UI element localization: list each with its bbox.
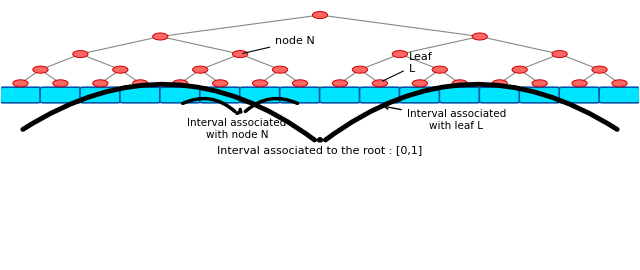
FancyBboxPatch shape bbox=[319, 87, 360, 103]
Text: Interval associated
with leaf L: Interval associated with leaf L bbox=[384, 105, 506, 131]
FancyBboxPatch shape bbox=[40, 87, 81, 103]
Ellipse shape bbox=[592, 66, 607, 73]
Ellipse shape bbox=[173, 80, 188, 87]
Ellipse shape bbox=[532, 80, 547, 87]
Ellipse shape bbox=[273, 66, 288, 73]
Ellipse shape bbox=[93, 80, 108, 87]
Text: node N: node N bbox=[243, 36, 315, 53]
Ellipse shape bbox=[452, 80, 467, 87]
Text: Interval associated to the root : [0,1]: Interval associated to the root : [0,1] bbox=[218, 146, 422, 156]
Ellipse shape bbox=[232, 50, 248, 58]
Ellipse shape bbox=[352, 66, 367, 73]
Ellipse shape bbox=[492, 80, 508, 87]
FancyBboxPatch shape bbox=[200, 87, 241, 103]
FancyBboxPatch shape bbox=[519, 87, 560, 103]
Ellipse shape bbox=[212, 80, 228, 87]
Ellipse shape bbox=[73, 50, 88, 58]
FancyBboxPatch shape bbox=[479, 87, 520, 103]
Ellipse shape bbox=[13, 80, 28, 87]
Ellipse shape bbox=[392, 50, 408, 58]
Ellipse shape bbox=[152, 33, 168, 40]
Ellipse shape bbox=[52, 80, 68, 87]
Ellipse shape bbox=[412, 80, 428, 87]
Ellipse shape bbox=[292, 80, 308, 87]
FancyBboxPatch shape bbox=[399, 87, 440, 103]
FancyBboxPatch shape bbox=[0, 87, 41, 103]
Ellipse shape bbox=[512, 66, 527, 73]
Ellipse shape bbox=[132, 80, 148, 87]
Text: Leaf
L: Leaf L bbox=[383, 52, 433, 81]
FancyBboxPatch shape bbox=[80, 87, 121, 103]
Text: Interval associated
with node N: Interval associated with node N bbox=[188, 118, 287, 140]
Ellipse shape bbox=[552, 50, 567, 58]
Ellipse shape bbox=[432, 66, 447, 73]
Ellipse shape bbox=[472, 33, 488, 40]
Ellipse shape bbox=[312, 12, 328, 19]
FancyBboxPatch shape bbox=[599, 87, 640, 103]
FancyBboxPatch shape bbox=[559, 87, 600, 103]
Ellipse shape bbox=[252, 80, 268, 87]
Ellipse shape bbox=[113, 66, 128, 73]
Ellipse shape bbox=[193, 66, 208, 73]
FancyBboxPatch shape bbox=[280, 87, 321, 103]
FancyBboxPatch shape bbox=[440, 87, 480, 103]
FancyBboxPatch shape bbox=[160, 87, 200, 103]
Ellipse shape bbox=[33, 66, 48, 73]
Ellipse shape bbox=[572, 80, 588, 87]
FancyBboxPatch shape bbox=[240, 87, 280, 103]
Ellipse shape bbox=[372, 80, 388, 87]
FancyBboxPatch shape bbox=[360, 87, 400, 103]
Ellipse shape bbox=[332, 80, 348, 87]
FancyBboxPatch shape bbox=[120, 87, 161, 103]
Ellipse shape bbox=[612, 80, 627, 87]
